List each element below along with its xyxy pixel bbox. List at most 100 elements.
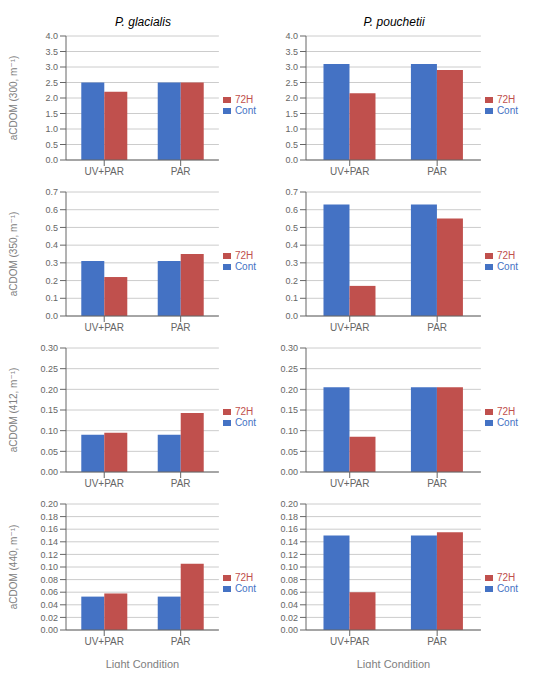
svg-text:0.16: 0.16 [40,524,58,534]
svg-text:0.04: 0.04 [40,600,58,610]
svg-text:0.30: 0.30 [40,343,58,353]
svg-text:0.5: 0.5 [45,223,58,233]
html-text:72H: 72H [234,250,254,261]
svg-text:0.7: 0.7 [45,187,58,197]
svg-text:0.00: 0.00 [40,625,58,635]
svg-text:0.10: 0.10 [40,426,58,436]
svg-text:UV+PAR: UV+PAR [84,166,124,177]
svg-text:0.4: 0.4 [285,240,298,250]
svg-text:UV+PAR: UV+PAR [330,636,370,647]
svg-text:PAR: PAR [171,478,191,489]
svg-text:0.08: 0.08 [40,575,58,585]
svg-text:0.0: 0.0 [285,311,298,321]
svg-text:PAR: PAR [171,166,191,177]
svg-text:UV+PAR: UV+PAR [84,636,124,647]
svg-text:1.5: 1.5 [285,109,298,119]
svg-text:PAR: PAR [171,636,191,647]
html-text:Cont: Cont [496,105,518,116]
svg-text:0.0: 0.0 [285,155,298,165]
svg-text:UV+PAR: UV+PAR [330,322,370,333]
svg-text:0.20: 0.20 [280,385,298,395]
svg-text:0.15: 0.15 [280,405,298,415]
html-text:P. pouchetii: P. pouchetii [363,15,425,29]
svg-text:1.5: 1.5 [45,109,58,119]
svg-text:0.7: 0.7 [285,187,298,197]
svg-text:2.0: 2.0 [45,93,58,103]
svg-text:0.10: 0.10 [280,426,298,436]
svg-text:0.16: 0.16 [280,524,298,534]
svg-text:0.5: 0.5 [45,140,58,150]
svg-text:PAR: PAR [427,636,447,647]
svg-text:0.30: 0.30 [280,343,298,353]
svg-text:0.04: 0.04 [280,600,298,610]
svg-text:0.00: 0.00 [280,467,298,477]
svg-text:UV+PAR: UV+PAR [330,478,370,489]
svg-text:0.20: 0.20 [40,385,58,395]
svg-text:0.14: 0.14 [280,537,298,547]
svg-text:0.4: 0.4 [45,240,58,250]
svg-text:0.20: 0.20 [280,499,298,509]
svg-text:0.00: 0.00 [40,467,58,477]
svg-text:0.1: 0.1 [285,293,298,303]
svg-text:0.1: 0.1 [45,293,58,303]
svg-text:3.0: 3.0 [45,62,58,72]
svg-text:0.5: 0.5 [285,140,298,150]
svg-text:4.0: 4.0 [45,31,58,41]
svg-text:UV+PAR: UV+PAR [84,478,124,489]
svg-text:2.0: 2.0 [285,93,298,103]
svg-text:0.06: 0.06 [280,587,298,597]
svg-text:0.25: 0.25 [280,364,298,374]
svg-text:aCDOM (412, m⁻¹): aCDOM (412, m⁻¹) [8,368,19,453]
svg-text:1.0: 1.0 [285,124,298,134]
svg-text:PAR: PAR [427,166,447,177]
svg-text:0.6: 0.6 [45,205,58,215]
svg-text:0.3: 0.3 [45,258,58,268]
svg-text:0.6: 0.6 [285,205,298,215]
svg-text:0.12: 0.12 [40,550,58,560]
svg-text:PAR: PAR [427,322,447,333]
svg-text:Light Condition: Light Condition [106,658,179,668]
html-text:P. glacialis: P. glacialis [115,15,171,29]
svg-text:0.0: 0.0 [45,311,58,321]
svg-text:3.5: 3.5 [285,47,298,57]
svg-text:PAR: PAR [427,478,447,489]
svg-text:UV+PAR: UV+PAR [84,322,124,333]
svg-text:0.18: 0.18 [40,512,58,522]
svg-text:0.10: 0.10 [280,562,298,572]
svg-text:3.5: 3.5 [45,47,58,57]
svg-text:0.10: 0.10 [40,562,58,572]
html-text:72H: 72H [234,94,254,105]
svg-text:0.00: 0.00 [280,625,298,635]
svg-text:0.3: 0.3 [285,258,298,268]
svg-text:3.0: 3.0 [285,62,298,72]
svg-text:0.18: 0.18 [280,512,298,522]
html-text:Cont: Cont [234,105,256,116]
svg-text:0.5: 0.5 [285,223,298,233]
svg-text:2.5: 2.5 [45,78,58,88]
svg-text:2.5: 2.5 [285,78,298,88]
svg-text:0.14: 0.14 [40,537,58,547]
svg-text:0.2: 0.2 [45,276,58,286]
svg-text:0.25: 0.25 [40,364,58,374]
svg-text:Light Condition: Light Condition [357,658,430,668]
svg-text:0.15: 0.15 [40,405,58,415]
svg-text:0.08: 0.08 [280,575,298,585]
svg-text:0.05: 0.05 [40,447,58,457]
svg-text:0.12: 0.12 [280,550,298,560]
svg-text:0.0: 0.0 [45,155,58,165]
html-text:72H: 72H [496,94,516,105]
svg-text:1.0: 1.0 [45,124,58,134]
html-text:Cont: Cont [234,261,256,272]
svg-text:UV+PAR: UV+PAR [330,166,370,177]
svg-text:0.2: 0.2 [285,276,298,286]
svg-text:aCDOM (350, m⁻¹): aCDOM (350, m⁻¹) [8,212,19,297]
svg-text:0.06: 0.06 [40,587,58,597]
svg-text:0.20: 0.20 [40,499,58,509]
svg-text:aCDOM (440, m⁻¹): aCDOM (440, m⁻¹) [8,525,19,610]
svg-text:0.02: 0.02 [280,613,298,623]
svg-text:0.02: 0.02 [40,613,58,623]
svg-text:aCDOM (300, m⁻¹): aCDOM (300, m⁻¹) [8,56,19,141]
svg-text:PAR: PAR [171,322,191,333]
svg-text:0.05: 0.05 [280,447,298,457]
svg-text:4.0: 4.0 [285,31,298,41]
